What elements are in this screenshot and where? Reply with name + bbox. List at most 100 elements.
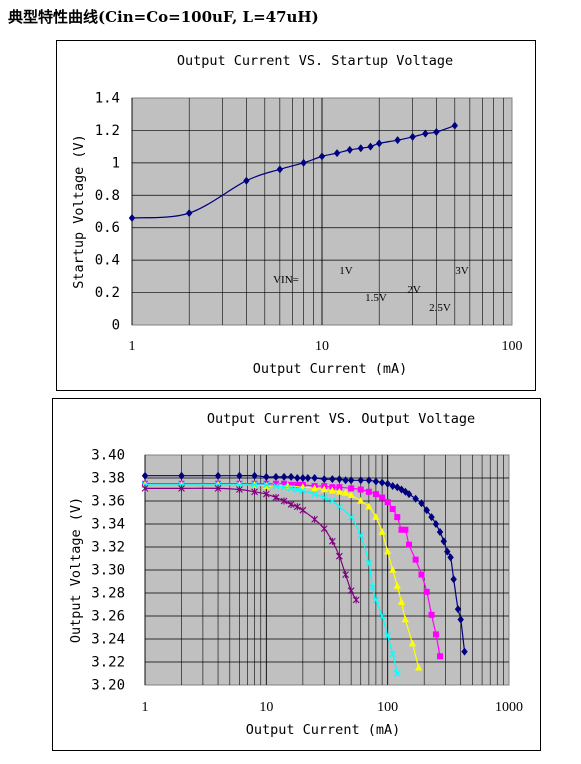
data-point: [287, 484, 295, 492]
y-tick-label: 3.32: [91, 540, 125, 556]
data-point: [287, 472, 295, 481]
data-point: [318, 152, 326, 161]
data-point: [347, 476, 355, 485]
data-point: [280, 483, 288, 491]
y-tick-label: 0.6: [95, 220, 120, 236]
data-point: [272, 472, 280, 481]
data-series: [141, 481, 401, 677]
data-point: [321, 475, 328, 484]
data-point: [328, 486, 336, 494]
data-point: [357, 532, 365, 539]
data-point: [433, 128, 440, 137]
vin-annotation: 3V: [455, 265, 469, 277]
data-point: [328, 537, 336, 545]
data-point: [300, 158, 307, 167]
data-point: [262, 490, 270, 498]
x-tick-label: 100: [502, 339, 523, 354]
y-tick-label: 0.4: [95, 253, 120, 269]
data-point: [428, 513, 435, 522]
data-point: [251, 471, 258, 480]
data-point: [365, 476, 373, 485]
data-point: [432, 631, 439, 638]
data-point: [389, 482, 396, 491]
y-tick-label: 3.34: [91, 517, 125, 533]
data-series: [141, 484, 360, 604]
data-point: [409, 132, 416, 141]
output-voltage-chart: Output Current VS. Output Voltage 3.20 3.2…: [52, 398, 541, 751]
data-point: [272, 482, 280, 490]
startup-voltage-chart: Output Current VS. Startup Voltage 0 0.2 0.…: [56, 40, 536, 391]
data-point: [365, 559, 373, 567]
y-tick-label: 3.30: [91, 563, 125, 579]
data-point: [236, 486, 243, 493]
data-point: [367, 142, 374, 151]
data-point: [394, 136, 401, 145]
x-axis-label: Output Current (mA): [246, 722, 400, 738]
data-point: [393, 582, 401, 589]
data-point: [320, 485, 328, 493]
data-point: [444, 547, 451, 556]
data-point: [457, 615, 464, 624]
data-point: [346, 145, 353, 154]
data-point: [329, 475, 336, 484]
x-tick-label: 1: [142, 700, 149, 715]
data-point: [294, 481, 301, 488]
data-point: [214, 471, 222, 480]
data-point: [347, 513, 355, 521]
data-series: [141, 471, 468, 656]
x-tick-label: 10: [315, 339, 329, 354]
vin-annotation: VIN=: [273, 274, 299, 286]
y-tick-label: 1.2: [95, 123, 120, 139]
startup-voltage-chart-svg: Output Current VS. Startup Voltage 0 0.2 0.…: [71, 53, 523, 377]
data-point: [342, 571, 349, 579]
data-point: [436, 528, 444, 537]
data-point: [389, 650, 397, 658]
data-point: [384, 499, 391, 506]
data-point: [378, 528, 386, 535]
y-tick-label: 3.24: [91, 632, 125, 648]
data-point: [418, 571, 425, 578]
data-point: [384, 479, 391, 488]
data-point: [357, 497, 365, 504]
data-point: [440, 537, 447, 546]
data-point: [262, 481, 270, 489]
data-point: [397, 598, 406, 605]
data-point: [454, 605, 462, 614]
page-title: 典型特性曲线(Cin=Co=100uF, L=47uH): [8, 8, 319, 26]
data-point: [412, 494, 419, 503]
y-tick-label: 3.26: [91, 609, 125, 625]
data-point: [408, 639, 417, 647]
data-point: [378, 478, 386, 487]
data-point: [251, 481, 258, 489]
data-point: [280, 497, 288, 505]
vin-annotation: 2V: [407, 284, 421, 296]
data-point: [378, 612, 386, 620]
data-point: [320, 525, 328, 533]
data-point: [422, 129, 429, 138]
data-point: [185, 209, 193, 218]
data-point: [281, 480, 288, 487]
data-point: [401, 615, 409, 623]
data-point: [141, 484, 149, 492]
data-point: [389, 506, 396, 513]
y-tick-label: 0: [112, 318, 120, 334]
data-point: [335, 552, 343, 560]
series-line: [131, 124, 456, 219]
y-tick-label: 3.20: [91, 678, 125, 694]
data-point: [352, 596, 360, 604]
y-tick-label: 3.36: [91, 494, 125, 510]
data-point: [243, 176, 250, 185]
data-point: [379, 494, 386, 501]
data-point: [372, 491, 379, 498]
y-tick-label: 3.40: [91, 448, 125, 464]
data-point: [451, 121, 459, 130]
y-tick-label: 3.22: [91, 655, 125, 671]
data-point: [405, 490, 413, 499]
output-voltage-chart-svg: Output Current VS. Output Voltage 3.20 3.2…: [68, 411, 523, 738]
gridlines: [131, 98, 512, 325]
data-point: [320, 494, 328, 501]
y-tick-label: 1: [112, 155, 120, 171]
data-point: [236, 471, 243, 480]
vin-annotation: 1.5V: [365, 292, 387, 304]
data-point: [389, 566, 397, 573]
